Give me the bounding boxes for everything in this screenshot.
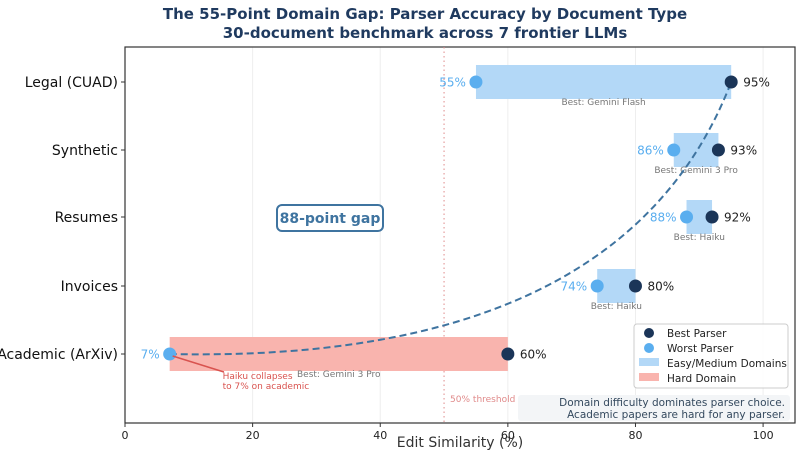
y-tick-label: Synthetic bbox=[52, 143, 118, 159]
legend-entry: Hard Domain bbox=[667, 373, 736, 385]
x-tick-label: 80 bbox=[628, 429, 642, 442]
best-parser-point bbox=[705, 210, 719, 224]
worst-value-label: 55% bbox=[439, 76, 466, 90]
worst-value-label: 88% bbox=[650, 211, 677, 225]
plot-frame bbox=[124, 46, 796, 424]
worst-value-label: 86% bbox=[637, 144, 664, 158]
gap-label-box bbox=[276, 204, 384, 232]
x-tick-label: 20 bbox=[246, 429, 260, 442]
best-value-label: 80% bbox=[647, 280, 674, 294]
best-parser-point bbox=[724, 75, 738, 89]
range-bar bbox=[673, 133, 719, 167]
legend-entry: Easy/Medium Domains bbox=[667, 358, 787, 370]
best-model-label: Best: Gemini Flash bbox=[561, 98, 645, 108]
gap-curve bbox=[169, 81, 733, 356]
worst-value-label: 74% bbox=[561, 280, 588, 294]
x-axis-label: Edit Similarity (%) bbox=[397, 435, 523, 451]
worst-parser-point bbox=[680, 210, 694, 224]
chart-subtitle: 30-document benchmark across 7 frontier … bbox=[223, 24, 628, 42]
gap-label: 88-point gap bbox=[280, 211, 381, 227]
note-line2: Academic papers are hard for any parser. bbox=[567, 409, 785, 421]
worst-parser-point bbox=[590, 279, 604, 293]
best-parser-point bbox=[501, 347, 515, 361]
y-tick-label: Academic (ArXiv) bbox=[0, 347, 118, 363]
y-tick-label: Resumes bbox=[55, 210, 118, 226]
best-value-label: 93% bbox=[730, 144, 757, 158]
x-tick-label: 40 bbox=[373, 429, 387, 442]
best-model-label: Best: Gemini 3 Pro bbox=[297, 370, 381, 380]
x-tick-label: 60 bbox=[501, 429, 515, 442]
legend-entry: Best Parser bbox=[667, 328, 727, 340]
chart-title: The 55-Point Domain Gap: Parser Accuracy… bbox=[163, 5, 687, 23]
best-value-label: 95% bbox=[743, 76, 770, 90]
annotation-arrow bbox=[172, 355, 225, 373]
worst-parser-point bbox=[667, 143, 681, 157]
annotation-line1: Haiku collapses bbox=[223, 372, 293, 382]
worst-parser-point bbox=[163, 347, 177, 361]
best-model-label: Best: Gemini 3 Pro bbox=[654, 166, 738, 176]
threshold-label: 50% threshold bbox=[450, 395, 515, 405]
best-parser-point bbox=[628, 279, 642, 293]
range-bar bbox=[475, 65, 732, 99]
worst-parser-point bbox=[469, 75, 483, 89]
best-value-label: 92% bbox=[724, 211, 751, 225]
best-model-label: Best: Haiku bbox=[674, 233, 725, 243]
legend-hard-swatch bbox=[639, 373, 659, 381]
legend-entry: Worst Parser bbox=[667, 343, 734, 355]
best-parser-point bbox=[711, 143, 725, 157]
legend-frame bbox=[633, 323, 789, 389]
y-tick-label: Legal (CUAD) bbox=[25, 75, 118, 91]
y-tick-label: Invoices bbox=[61, 279, 118, 295]
best-value-label: 60% bbox=[520, 348, 547, 362]
best-model-label: Best: Haiku bbox=[591, 302, 642, 312]
note-box bbox=[518, 395, 790, 421]
note-line1: Domain difficulty dominates parser choic… bbox=[559, 397, 785, 409]
legend-best-swatch bbox=[644, 328, 654, 338]
x-tick-label: 100 bbox=[753, 429, 774, 442]
legend: Best Parser Worst Parser Easy/Medium Domai… bbox=[633, 323, 789, 389]
annotation-line2: to 7% on academic bbox=[223, 382, 310, 392]
worst-value-label: 7% bbox=[141, 348, 160, 362]
x-tick-label: 0 bbox=[122, 429, 129, 442]
legend-easy-swatch bbox=[639, 358, 659, 366]
legend-worst-swatch bbox=[644, 343, 654, 353]
